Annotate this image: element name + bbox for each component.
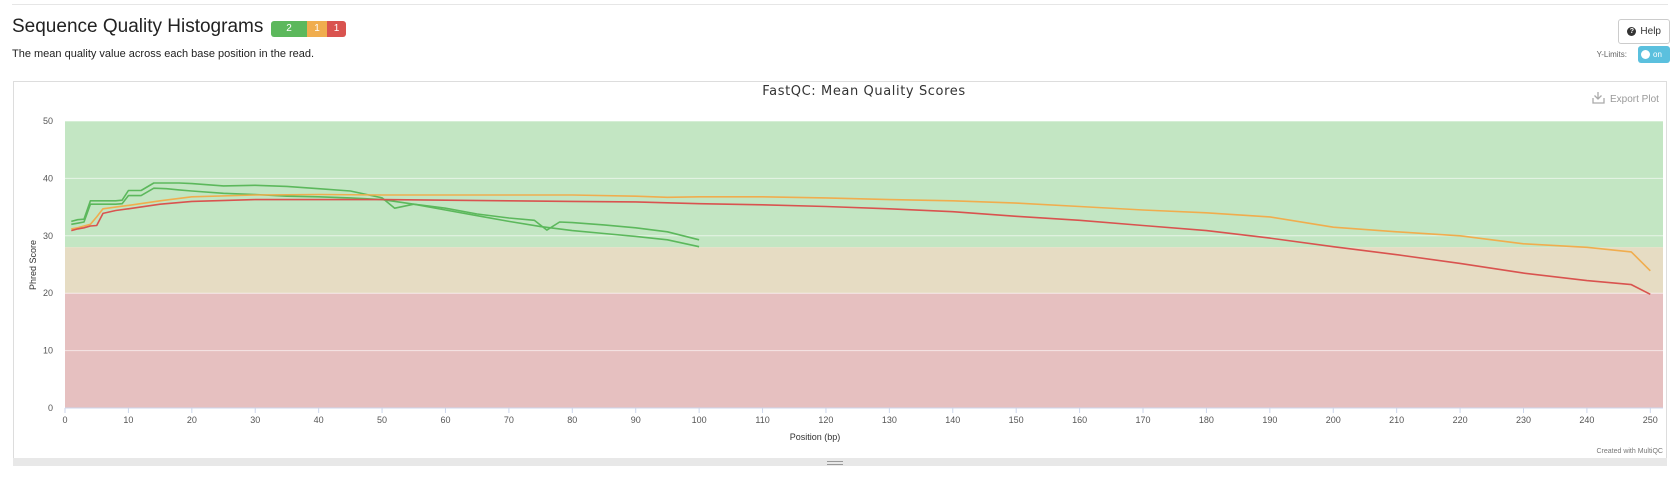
x-tick-label: 30 xyxy=(250,415,260,425)
x-tick-label: 210 xyxy=(1389,415,1404,425)
warn-count-badge[interactable]: 1 xyxy=(307,21,327,37)
x-tick-label: 70 xyxy=(504,415,514,425)
credit-text: Created with MultiQC xyxy=(1596,448,1663,455)
y-tick-label: 0 xyxy=(48,403,53,413)
x-tick-label: 250 xyxy=(1643,415,1658,425)
y-tick-label: 40 xyxy=(43,173,53,183)
x-axis-label: Position (bp) xyxy=(790,432,841,442)
chart-title: FastQC: Mean Quality Scores xyxy=(762,84,965,99)
y-axis-label: Phred Score xyxy=(28,240,38,290)
section-description: The mean quality value across each base … xyxy=(12,48,315,60)
pass-count-badge[interactable]: 2 xyxy=(271,21,307,37)
ylimits-label: Y-Limits: xyxy=(1596,50,1627,59)
x-tick-label: 220 xyxy=(1453,415,1468,425)
section-title: Sequence Quality Histograms xyxy=(12,16,264,37)
x-tick-label: 50 xyxy=(377,415,387,425)
x-tick-label: 90 xyxy=(631,415,641,425)
series-line-3[interactable] xyxy=(71,193,1651,272)
y-tick-label: 20 xyxy=(43,288,53,298)
quality-zone-band-0 xyxy=(65,121,1663,248)
export-plot-button[interactable]: Export Plot xyxy=(1592,92,1659,105)
series-line-2[interactable] xyxy=(71,187,700,248)
help-button[interactable]: ? Help xyxy=(1618,19,1670,44)
x-tick-label: 150 xyxy=(1009,415,1024,425)
x-tick-label: 240 xyxy=(1579,415,1594,425)
x-tick-label: 40 xyxy=(314,415,324,425)
x-tick-label: 170 xyxy=(1136,415,1151,425)
x-tick-label: 80 xyxy=(567,415,577,425)
quality-zone-band-1 xyxy=(65,247,1663,294)
x-tick-label: 180 xyxy=(1199,415,1214,425)
question-circle-icon: ? xyxy=(1627,27,1637,36)
fail-count-badge[interactable]: 1 xyxy=(327,21,346,37)
resize-grip-icon xyxy=(827,461,843,465)
x-tick-label: 100 xyxy=(692,415,707,425)
x-tick-label: 200 xyxy=(1326,415,1341,425)
y-tick-label: 30 xyxy=(43,231,53,241)
x-tick-label: 140 xyxy=(945,415,960,425)
status-badges: 2 1 1 xyxy=(271,21,346,37)
help-label: Help xyxy=(1640,26,1661,37)
download-icon xyxy=(1592,92,1605,104)
toggle-knob xyxy=(1641,50,1650,59)
x-tick-label: 120 xyxy=(818,415,833,425)
x-tick-label: 60 xyxy=(440,415,450,425)
x-tick-label: 230 xyxy=(1516,415,1531,425)
x-tick-label: 190 xyxy=(1262,415,1277,425)
plot-resize-handle[interactable] xyxy=(13,458,1667,466)
export-plot-label: Export Plot xyxy=(1610,94,1659,105)
x-tick-label: 130 xyxy=(882,415,897,425)
x-tick-label: 160 xyxy=(1072,415,1087,425)
x-tick-label: 0 xyxy=(62,415,67,425)
ylimits-state: on xyxy=(1653,50,1662,59)
series-line-4[interactable] xyxy=(71,198,1651,296)
x-tick-label: 20 xyxy=(187,415,197,425)
x-tick-label: 110 xyxy=(755,415,769,425)
ylimits-toggle[interactable]: on xyxy=(1638,46,1670,63)
y-tick-label: 10 xyxy=(43,346,53,356)
y-tick-label: 50 xyxy=(43,116,53,126)
top-divider xyxy=(12,4,1668,5)
x-tick-label: 10 xyxy=(123,415,133,425)
